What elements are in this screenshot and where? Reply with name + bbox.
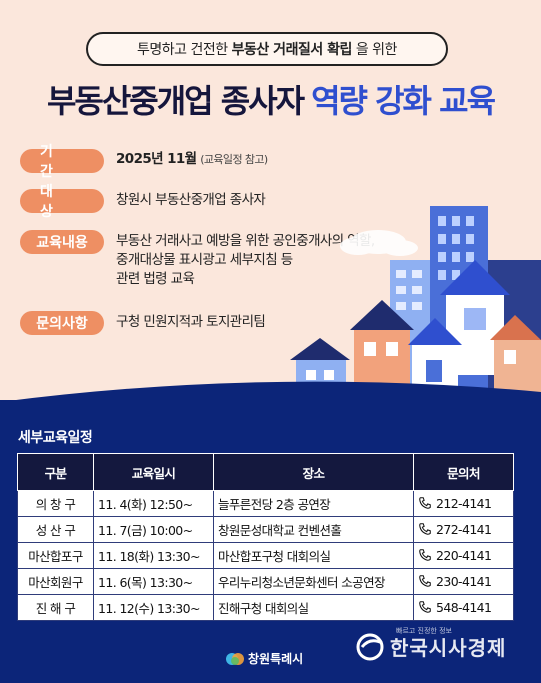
cell-contact: 230-4141	[413, 568, 514, 595]
table-row: 마산합포구 11. 18(화) 13:30~ 마산합포구청 대회의실 220-4141	[17, 542, 514, 569]
phone-icon	[419, 497, 431, 509]
table-row: 진 해 구 11. 12(수) 13:30~ 진해구청 대회의실 548-4141	[17, 594, 514, 621]
badge-target: 대상	[20, 184, 104, 220]
cell-datetime: 11. 7(금) 10:00~	[93, 516, 214, 543]
table-row: 성 산 구 11. 7(금) 10:00~ 창원문성대학교 컨벤션홀 272-4141	[17, 516, 514, 543]
page-title: 부동산중개업 종사자 역량 강화 교육	[0, 76, 541, 122]
cell-venue: 늘푸른전당 2층 공연장	[213, 490, 414, 517]
cell-district: 성 산 구	[17, 516, 94, 543]
cell-venue: 우리누리청소년문화센터 소공연장	[213, 568, 414, 595]
contact-number: 548-4141	[436, 600, 492, 615]
panel-curve	[0, 381, 541, 432]
cell-district: 마산회원구	[17, 568, 94, 595]
content-line: 부동산 거래사고 예방을 위한 공인중개사의 역할,	[116, 233, 375, 249]
city-logo-text: 창원특례시	[248, 652, 304, 666]
cell-venue: 창원문성대학교 컨벤션홀	[213, 516, 414, 543]
col-header-contact: 문의처	[413, 453, 514, 491]
col-header-venue: 장소	[213, 453, 414, 491]
cell-contact: 548-4141	[413, 594, 514, 621]
cell-district: 진 해 구	[17, 594, 94, 621]
cell-datetime: 11. 18(화) 13:30~	[93, 542, 214, 569]
table-row: 의 창 구 11. 4(화) 12:50~ 늘푸른전당 2층 공연장 212-4141	[17, 490, 514, 517]
subtitle-post: 을 위한	[355, 42, 398, 58]
cell-district: 의 창 구	[17, 490, 94, 517]
cell-venue: 마산합포구청 대회의실	[213, 542, 414, 569]
city-logo: 창원특례시	[225, 650, 303, 667]
cell-contact: 272-4141	[413, 516, 514, 543]
contact-number: 230-4141	[436, 574, 492, 589]
content-line: 중개대상물 표시광고 세부지침 등	[116, 252, 293, 268]
watermark-text: 한국시사경제	[390, 636, 507, 660]
watermark-small: 빠르고 진정한 정보	[396, 627, 452, 635]
watermark: 빠르고 진정한 정보 한국시사경제	[356, 627, 507, 661]
phone-icon	[419, 523, 431, 535]
phone-icon	[419, 549, 431, 561]
phone-icon	[419, 575, 431, 587]
title-blue: 역량 강화 교육	[311, 82, 496, 120]
info-target: 창원시 부동산중개업 종사자	[116, 192, 266, 208]
subtitle-bold: 부동산 거래질서 확립	[231, 42, 353, 58]
cell-venue: 진해구청 대회의실	[213, 594, 414, 621]
contact-number: 220-4141	[436, 548, 492, 563]
period-note: (교육일정 참고)	[200, 153, 268, 166]
watermark-logo-icon	[356, 633, 384, 660]
info-inquiry: 구청 민원지적과 토지관리팀	[116, 314, 266, 330]
contact-number: 272-4141	[436, 522, 492, 537]
schedule-table: 구분 교육일시 장소 문의처 의 창 구 11. 4(화) 12:50~ 늘푸른전당…	[17, 453, 514, 621]
cell-datetime: 11. 4(화) 12:50~	[93, 490, 214, 517]
cell-datetime: 11. 12(수) 13:30~	[93, 594, 214, 621]
schedule-title: 세부교육일정	[18, 430, 93, 446]
city-illustration	[290, 206, 541, 400]
cell-datetime: 11. 6(목) 13:30~	[93, 568, 214, 595]
subtitle-pill: 투명하고 건전한 부동산 거래질서 확립 을 위한	[86, 32, 448, 66]
info-content: 부동산 거래사고 예방을 위한 공인중개사의 역할, 중개대상물 표시광고 세부…	[116, 232, 375, 289]
cell-contact: 220-4141	[413, 542, 514, 569]
badge-content: 교육내용	[20, 230, 104, 254]
table-row: 마산회원구 11. 6(목) 13:30~ 우리누리청소년문화센터 소공연장 230-…	[17, 568, 514, 595]
table-header-row: 구분 교육일시 장소 문의처	[17, 453, 514, 491]
info-period: 2025년 11월 (교육일정 참고)	[116, 150, 268, 169]
contact-number: 212-4141	[436, 496, 492, 511]
city-logo-icon	[226, 652, 244, 665]
badge-period: 기간	[20, 144, 104, 180]
cloud-icon	[340, 230, 418, 256]
phone-icon	[419, 601, 431, 613]
cell-contact: 212-4141	[413, 490, 514, 517]
col-header-district: 구분	[17, 453, 94, 491]
subtitle-pre: 투명하고 건전한	[137, 42, 228, 58]
badge-inquiry: 문의사항	[20, 311, 104, 335]
title-dark: 부동산중개업 종사자	[46, 82, 305, 120]
cell-district: 마산합포구	[17, 542, 94, 569]
col-header-datetime: 교육일시	[93, 453, 214, 491]
period-value: 2025년 11월	[116, 151, 197, 167]
content-line: 관련 법령 교육	[116, 271, 195, 287]
